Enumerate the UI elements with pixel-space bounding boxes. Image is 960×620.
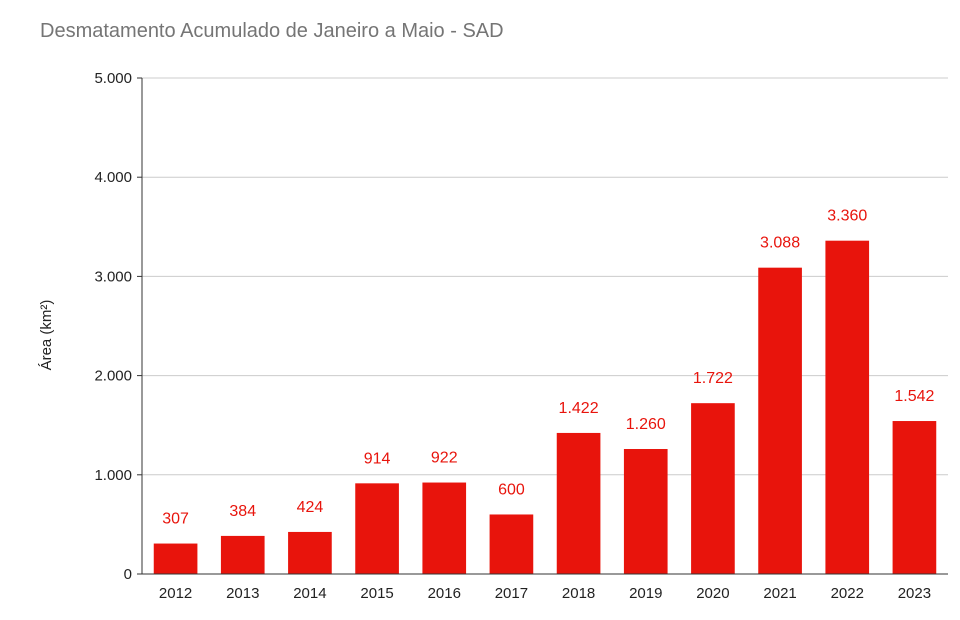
x-tick-label: 2015 [360,585,393,602]
bar-2022 [825,240,870,575]
x-tick-label: 2012 [159,585,192,602]
bar-2023 [892,421,937,574]
x-tick-label: 2017 [495,585,528,602]
bar-2020 [691,403,735,574]
x-tick-label: 2020 [696,585,729,602]
x-tick-label: 2022 [831,585,864,602]
data-label-2017: 600 [498,481,525,498]
bar-2016 [422,482,467,574]
y-tick-label: 0 [124,566,132,583]
data-labels: 307 384 424 914 922 600 1.422 1.260 1.722 3.088 3.… [162,208,934,528]
x-tick-label: 2013 [226,585,259,602]
y-tick-label: 1.000 [94,467,132,484]
data-label-2015: 914 [364,450,391,467]
bar-2018 [556,432,601,574]
bar-2015 [355,483,399,574]
y-axis-label: Área (km²) [38,300,55,371]
y-tick-label: 2.000 [94,368,132,385]
data-label-2018: 1.422 [559,400,599,417]
y-tick-label: 4.000 [94,169,132,186]
data-label-2020: 1.722 [693,370,733,387]
bar-2019 [623,449,668,574]
bar-2017 [489,514,534,574]
data-label-2021: 3.088 [760,235,800,252]
data-label-2013: 384 [229,503,256,520]
x-tick-label: 2018 [562,585,595,602]
y-tick-label: 5.000 [94,70,132,87]
x-tick-label: 2023 [898,585,931,602]
data-label-2023: 1.542 [894,388,934,405]
bars [153,240,937,575]
bar-2013 [220,535,265,574]
data-label-2022: 3.360 [827,208,867,225]
data-label-2012: 307 [162,511,189,528]
axes: 0 1.000 2.000 3.000 4.000 5.000 2012 2013 2014 20… [94,70,948,602]
gridlines [142,77,948,476]
y-tick-label: 3.000 [94,268,132,285]
chart-title: Desmatamento Acumulado de Janeiro a Maio… [40,20,504,42]
data-label-2019: 1.260 [626,416,666,433]
bar-2012 [153,543,198,574]
data-label-2014: 424 [297,499,324,516]
x-tick-label: 2014 [293,585,326,602]
x-tick-label: 2016 [428,585,461,602]
x-tick-label: 2021 [763,585,796,602]
x-tick-label: 2019 [629,585,662,602]
data-label-2016: 922 [431,450,458,467]
bar-2014 [288,531,332,574]
bar-2021 [758,267,802,574]
